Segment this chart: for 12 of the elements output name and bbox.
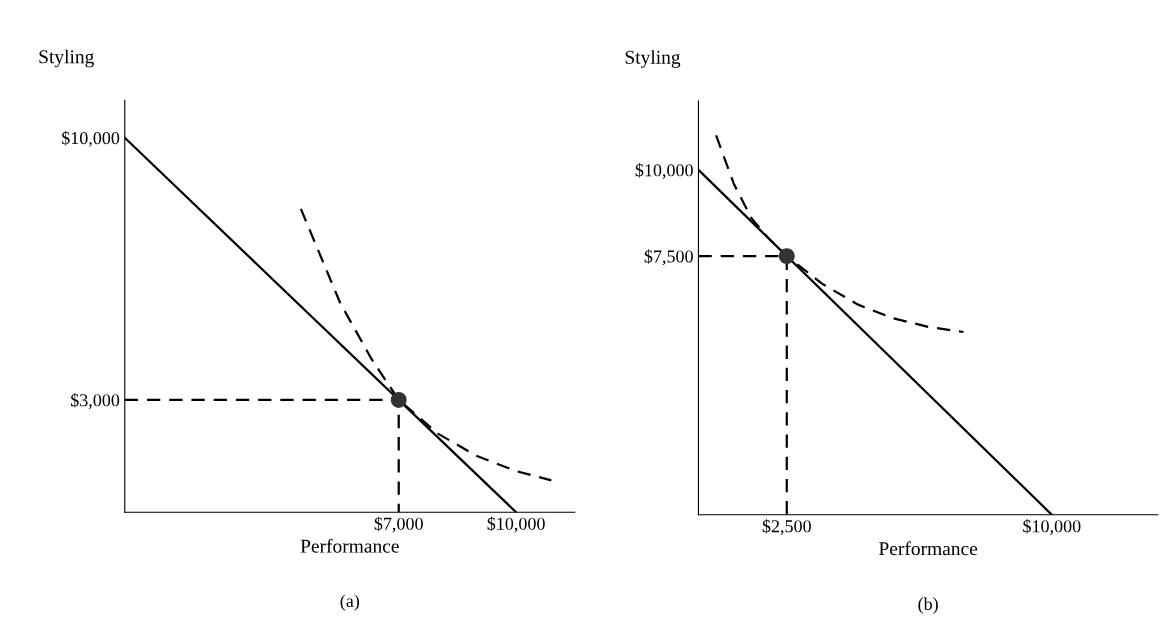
x-tick-label: $10,000 — [1023, 519, 1081, 535]
x-tick-label: $10,000 — [487, 516, 545, 533]
x-axis-title: Performance — [300, 538, 399, 553]
x-tick-label: $7,000 — [374, 516, 423, 533]
text: (b) — [918, 597, 938, 614]
y-tick-label: $3,000 — [71, 393, 120, 409]
text: (a) — [340, 594, 360, 611]
y-tick-label: $7,500 — [644, 249, 693, 266]
y-axis-title: Styling — [39, 49, 94, 68]
x-axis-title: Performance — [879, 541, 978, 556]
x-tick-label: $2,500 — [762, 519, 811, 535]
y-axis-title: Styling — [625, 50, 681, 68]
